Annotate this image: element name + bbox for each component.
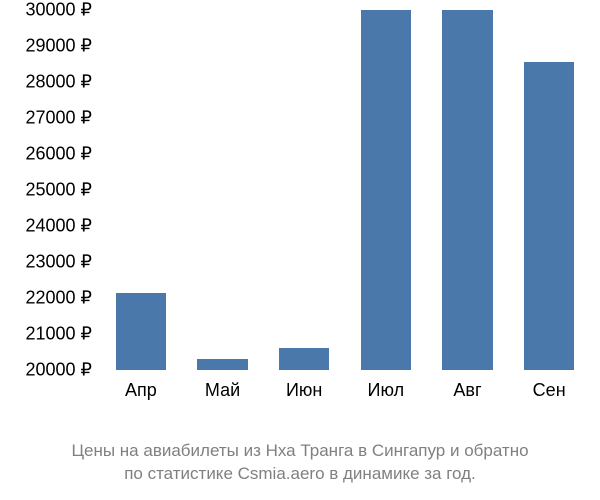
- y-tick-label: 20000 ₽: [25, 360, 92, 381]
- bar: [279, 348, 330, 370]
- bar: [524, 62, 575, 370]
- y-tick-label: 25000 ₽: [25, 180, 92, 201]
- price-chart: 20000 ₽ 21000 ₽ 22000 ₽ 23000 ₽ 24000 ₽ 25000…: [0, 10, 600, 430]
- x-tick-label: Авг: [453, 380, 481, 401]
- caption-line-1: Цены на авиабилеты из Нха Транга в Синга…: [71, 441, 528, 460]
- x-tick-label: Май: [205, 380, 240, 401]
- x-tick-label: Апр: [125, 380, 157, 401]
- x-tick-label: Июн: [286, 380, 322, 401]
- x-tick-label: Июл: [368, 380, 405, 401]
- y-tick-label: 26000 ₽: [25, 144, 92, 165]
- bar: [116, 293, 167, 370]
- x-axis: Апр Май Июн Июл Авг Сен: [100, 380, 590, 410]
- y-tick-label: 27000 ₽: [25, 108, 92, 129]
- x-tick-label: Сен: [533, 380, 566, 401]
- y-tick-label: 28000 ₽: [25, 72, 92, 93]
- y-tick-label: 29000 ₽: [25, 36, 92, 57]
- y-tick-label: 24000 ₽: [25, 216, 92, 237]
- chart-caption: Цены на авиабилеты из Нха Транга в Синга…: [0, 440, 600, 486]
- plot-area: [100, 10, 590, 370]
- y-axis: 20000 ₽21000 ₽22000 ₽23000 ₽24000 ₽25000…: [0, 10, 100, 370]
- y-tick-label: 22000 ₽: [25, 288, 92, 309]
- y-tick-label: 21000 ₽: [25, 324, 92, 345]
- bar: [361, 10, 412, 370]
- caption-line-2: по статистике Csmia.aero в динамике за г…: [124, 464, 476, 483]
- bar: [197, 359, 248, 370]
- y-tick-label: 23000 ₽: [25, 252, 92, 273]
- y-tick-label: 30000 ₽: [25, 0, 92, 21]
- bar: [442, 10, 493, 370]
